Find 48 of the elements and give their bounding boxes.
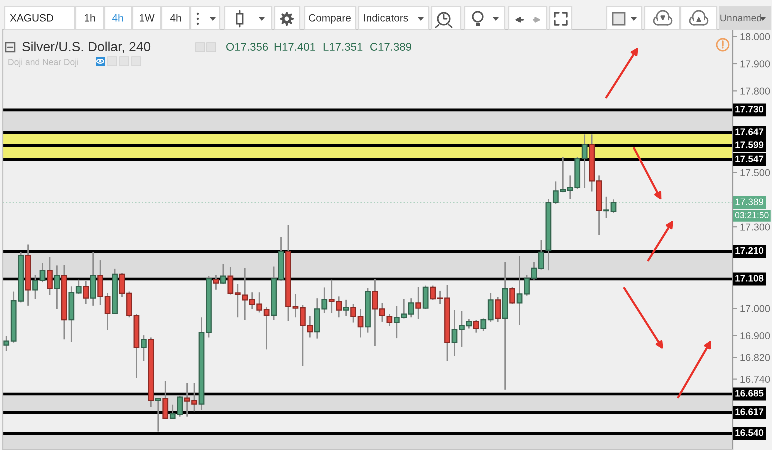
y-tick-label: 17.300	[740, 224, 770, 231]
annotation: L17.351	[324, 43, 363, 51]
ref-line-label: 17.647	[736, 128, 764, 136]
y-tick-label: 16.900	[740, 332, 770, 340]
y-tick-label: 16.820	[740, 354, 770, 362]
candlestick	[141, 334, 147, 362]
candlestick	[83, 280, 90, 305]
text: Unnamed	[720, 14, 762, 22]
candlestick	[47, 256, 53, 296]
annotation: H17.401	[274, 43, 316, 51]
text: 1h	[85, 14, 96, 22]
candlestick	[155, 398, 162, 432]
candlestick	[220, 263, 226, 285]
annotation: C17.389	[370, 43, 412, 51]
candlestick	[416, 286, 422, 320]
y-tick-label: 17.800	[740, 88, 770, 95]
text: Silver/U.S. Dollar, 240	[22, 42, 151, 54]
candlestick	[422, 285, 429, 310]
ref-line-label: 16.685	[736, 390, 764, 397]
candlestick	[473, 319, 480, 334]
y-tick-label: 16.740	[740, 376, 770, 384]
ref-line-label: 17.599	[736, 142, 764, 148]
ref-line-label: 17.210	[736, 247, 764, 254]
y-tick-label: 18.000	[740, 33, 770, 41]
text: XAGUSD	[10, 14, 54, 22]
candlestick	[90, 252, 96, 307]
text: Indicators	[364, 14, 408, 22]
candlestick	[495, 296, 502, 323]
candlestick	[510, 286, 516, 305]
ref-line-label: 16.540	[736, 430, 764, 436]
text: 1W	[140, 14, 155, 22]
text: Compare	[309, 14, 351, 24]
candlestick	[213, 274, 220, 291]
ref-line-label: 17.730	[736, 106, 764, 113]
ref-line-label: 17.389	[736, 198, 764, 206]
ref-line-label: 17.547	[736, 156, 764, 162]
candlestick	[54, 264, 60, 310]
text: 4h	[170, 14, 182, 22]
annotation: O17.356	[226, 43, 268, 51]
candlestick	[343, 299, 350, 317]
y-tick-label: 17.000	[740, 305, 770, 312]
candlestick	[162, 380, 169, 420]
ref-line-label: 16.617	[736, 408, 764, 416]
y-tick-label: 17.900	[740, 60, 770, 68]
text: 4h	[112, 14, 124, 22]
ref-line-label: 17.108	[736, 275, 764, 282]
y-tick-label: 17.500	[740, 169, 770, 176]
text: 03:21:50	[735, 212, 769, 218]
